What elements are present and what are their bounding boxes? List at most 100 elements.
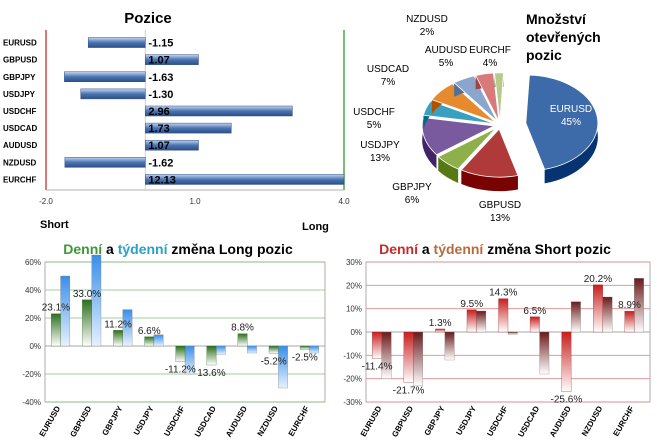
- y-tick-label: 10%: [346, 305, 362, 314]
- data-label: 9.5%: [460, 299, 483, 310]
- daily-bar: [113, 330, 123, 347]
- bar: [145, 54, 199, 65]
- bar: [145, 174, 345, 185]
- y-tick-label: 30%: [346, 258, 362, 267]
- category-label: USDCHF: [162, 404, 187, 437]
- category-label: EURUSD: [38, 404, 63, 438]
- pie-title-line-3: pozic: [526, 47, 562, 63]
- pie-title-line-1: Množství: [526, 11, 587, 27]
- category-label: USDCHF: [3, 107, 36, 116]
- data-label: 6.6%: [138, 326, 161, 337]
- weekly-bar: [91, 254, 102, 347]
- category-label: AUDUSD: [548, 404, 573, 438]
- category-label: USDCHF: [485, 404, 510, 437]
- daily-bar: [561, 331, 572, 392]
- category-label: EURCHF: [287, 404, 312, 437]
- daily-bar: [403, 331, 414, 383]
- pie-value-label: 7%: [381, 77, 396, 88]
- category-label: USDCAD: [516, 404, 541, 438]
- pie-slice: [453, 75, 498, 122]
- weekly-bar: [122, 309, 133, 347]
- weekly-bar: [278, 345, 288, 389]
- pie-slice: [431, 83, 496, 123]
- pie-slice: [460, 128, 519, 178]
- category-label: GBPJPY: [423, 404, 447, 437]
- data-label: 14.3%: [489, 288, 517, 299]
- daily-bar: [206, 345, 217, 366]
- weekly-bar: [444, 331, 455, 361]
- category-label: NZDUSD: [256, 404, 281, 438]
- category-label: USDJPY: [3, 90, 36, 99]
- category-label: NZDUSD: [3, 158, 37, 167]
- daily-bar: [372, 331, 382, 359]
- x-tick-label: -2.0: [39, 197, 53, 206]
- bar: [145, 122, 232, 134]
- data-label: 11.2%: [104, 319, 132, 330]
- category-label: AUDUSD: [3, 141, 37, 150]
- short-change-chart: Denní a týdenní změna Short pozic 30% 20%…: [343, 241, 651, 439]
- data-label: -2.5%: [292, 353, 318, 364]
- long-title-and: a: [102, 241, 118, 257]
- weekly-bar: [247, 345, 257, 354]
- bar: [145, 105, 293, 117]
- pie-label: AUDUSD: [425, 45, 467, 56]
- data-label: 33.0%: [73, 289, 101, 300]
- bar-value-label: 1.07: [148, 55, 169, 67]
- data-label: -25.6%: [551, 395, 583, 406]
- x-tick-label: 4.0: [338, 197, 350, 206]
- data-label: 6.5%: [523, 306, 546, 317]
- category-label: EURUSD: [359, 404, 384, 438]
- data-label: -21.7%: [393, 386, 425, 397]
- positions-chart: Pozice Short Long -2.0 1.0 4.0 EURUSD -1.15 G…: [3, 10, 350, 233]
- daily-bar: [299, 345, 310, 350]
- data-label: -11.2%: [165, 365, 196, 376]
- x-axis-label-long: Long: [302, 221, 329, 233]
- weekly-bar: [507, 331, 518, 335]
- daily-bar: [498, 298, 509, 333]
- weekly-bar: [215, 345, 226, 355]
- short-title-and: a: [418, 241, 434, 257]
- bar-value-label: -1.62: [148, 157, 173, 169]
- y-tick-label: 0%: [350, 328, 362, 337]
- category-label: GBPUSD: [390, 404, 415, 438]
- x-tick-label: 1.0: [189, 197, 201, 206]
- positions-title: Pozice: [124, 10, 172, 27]
- category-label: EURCHF: [611, 404, 636, 437]
- data-label: 20.2%: [584, 274, 612, 285]
- y-tick-label: 20%: [25, 314, 41, 323]
- bar-value-label: 2.96: [148, 106, 169, 118]
- y-tick-label: 0%: [29, 342, 41, 351]
- pie-slice: [494, 72, 504, 121]
- x-axis-label-short: Short: [40, 219, 69, 231]
- data-label: 8.8%: [231, 323, 254, 334]
- open-positions-pie: Množství otevřených pozic EURUSD 45% GBPUS…: [353, 11, 601, 224]
- pie-label: NZDUSD: [406, 14, 448, 25]
- y-tick-label: 20%: [346, 281, 362, 290]
- pie-title-line-2: otevřených: [526, 29, 601, 45]
- weekly-bar: [602, 296, 613, 333]
- weekly-bar: [413, 331, 423, 386]
- category-label: EURUSD: [3, 39, 37, 48]
- pie-slice-side: [438, 156, 459, 183]
- category-label: NZDUSD: [580, 404, 605, 438]
- category-label: EURCHF: [3, 175, 36, 184]
- y-tick-label: -10%: [343, 351, 362, 360]
- long-change-chart: Denní a týdenní změna Long pozic 60% 40% 2…: [22, 241, 326, 439]
- bar: [80, 88, 146, 100]
- category-label: USDJPY: [454, 404, 478, 437]
- bar-value-label: -1.15: [148, 38, 173, 50]
- y-tick-label: 60%: [25, 258, 41, 267]
- y-tick-label: 40%: [25, 286, 41, 295]
- y-tick-label: -40%: [22, 398, 41, 407]
- daily-bar: [175, 345, 186, 362]
- long-chart-title: Denní a týdenní změna Long pozic: [63, 241, 293, 257]
- long-title-daily: Denní: [63, 241, 103, 257]
- long-title-rest: změna Long pozic: [168, 241, 293, 257]
- y-tick-label: -30%: [343, 398, 362, 407]
- pie-label: GBPUSD: [479, 200, 521, 211]
- pie-value-label: 6%: [405, 195, 420, 206]
- bar: [87, 37, 146, 48]
- pie-label: GBPJPY: [392, 182, 432, 193]
- data-label: -11.4%: [362, 362, 393, 373]
